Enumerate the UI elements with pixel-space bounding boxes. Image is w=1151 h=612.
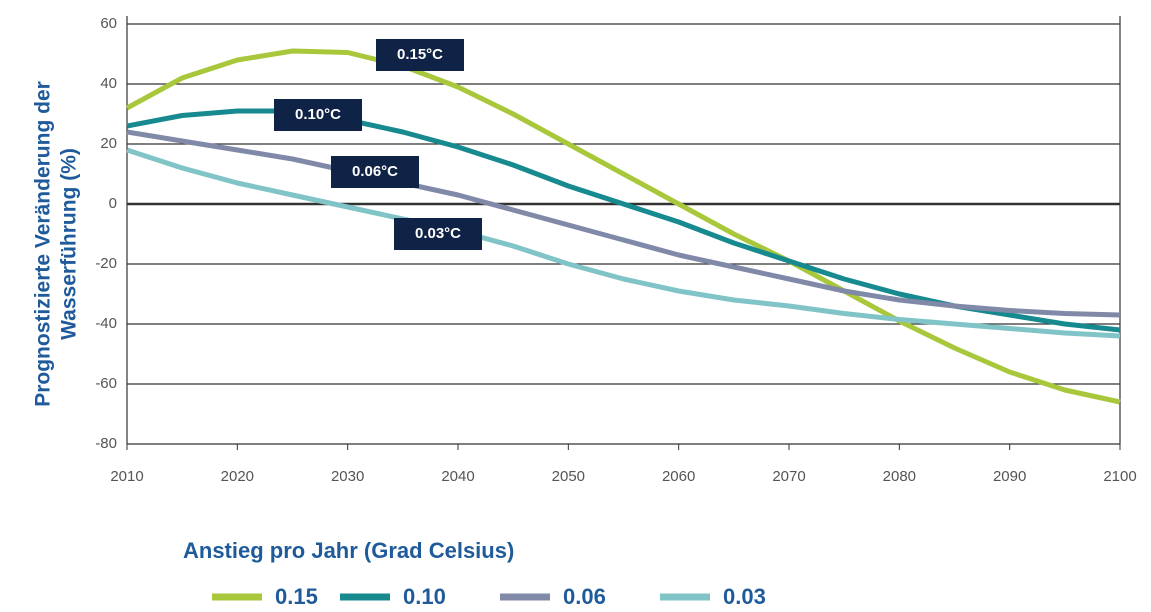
annotation-box <box>376 39 464 71</box>
series-line <box>126 147 1121 339</box>
x-tick-label: 2090 <box>993 468 1026 485</box>
legend-label: 0.10 <box>403 584 446 609</box>
annotation-box <box>394 218 482 250</box>
y-tick-label: -60 <box>95 375 117 392</box>
annotation: 0.10°C <box>295 106 341 123</box>
x-tick-label: 2020 <box>221 468 254 485</box>
legend-label: 0.15 <box>275 584 318 609</box>
y-axis-label: Prognostizierte Veränderung der <box>32 81 55 407</box>
x-tick-label: 2040 <box>441 468 474 485</box>
y-tick-label: 40 <box>100 75 117 92</box>
x-tick-label: 2050 <box>552 468 585 485</box>
annotation: 0.15°C <box>397 46 443 63</box>
legend-title: Anstieg pro Jahr (Grad Celsius) <box>183 538 514 563</box>
x-tick-label: 2010 <box>110 468 143 485</box>
legend-label: 0.06 <box>563 584 606 609</box>
x-tick-label: 2030 <box>331 468 364 485</box>
series-line <box>125 48 1121 405</box>
x-tick-label: 2070 <box>772 468 805 485</box>
y-tick-label: 20 <box>100 135 117 152</box>
x-tick-label: 2060 <box>662 468 695 485</box>
annotation: 0.06°C <box>352 163 398 180</box>
x-tick-label: 2100 <box>1103 468 1136 485</box>
y-tick-label: -40 <box>95 315 117 332</box>
y-axis-label: Wasserführung (%) <box>58 148 81 340</box>
series-line <box>126 129 1121 318</box>
annotation: 0.03°C <box>415 225 461 242</box>
y-tick-label: -80 <box>95 435 117 452</box>
legend-label: 0.03 <box>723 584 766 609</box>
x-tick-label: 2080 <box>883 468 916 485</box>
annotation-box <box>274 99 362 131</box>
y-tick-label: 0 <box>109 195 117 212</box>
y-tick-label: 60 <box>100 15 117 32</box>
y-tick-label: -20 <box>95 255 117 272</box>
annotation-box <box>331 156 419 188</box>
